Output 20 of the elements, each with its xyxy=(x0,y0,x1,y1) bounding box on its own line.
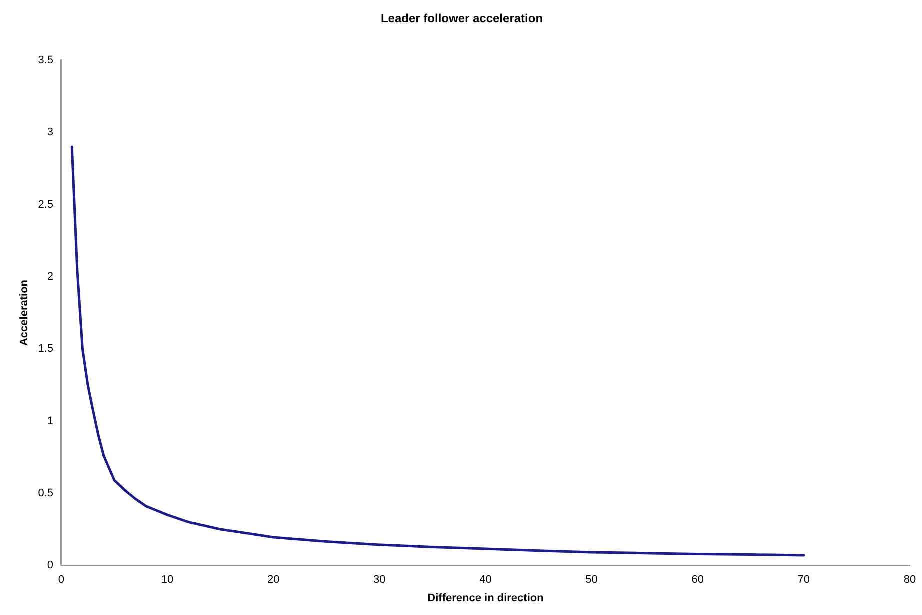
x-tick-label: 30 xyxy=(374,574,386,586)
x-tick-label: 60 xyxy=(692,574,704,586)
y-tick-label: 3 xyxy=(47,126,54,139)
x-axis-title: Difference in direction xyxy=(428,592,544,604)
x-tick-label: 50 xyxy=(586,574,598,586)
y-tick-label: 0 xyxy=(47,560,54,572)
y-tick-label: 2.5 xyxy=(38,198,54,211)
x-tick-label: 40 xyxy=(480,574,492,586)
y-tick-label: 1.5 xyxy=(38,343,54,356)
y-tick-label: 2 xyxy=(47,270,54,283)
x-tick-label: 0 xyxy=(58,574,65,586)
x-tick-label: 20 xyxy=(267,574,280,586)
x-tick-label: 70 xyxy=(798,574,810,586)
y-tick-label: 3.5 xyxy=(38,54,54,66)
x-tick-label: 80 xyxy=(904,574,916,586)
y-axis-title: Acceleration xyxy=(18,280,31,346)
y-tick-label: 1 xyxy=(47,415,54,428)
x-tick-label: 10 xyxy=(161,574,174,586)
y-tick-label: 0.5 xyxy=(38,487,54,500)
chart-title: Leader follower acceleration xyxy=(380,12,544,26)
